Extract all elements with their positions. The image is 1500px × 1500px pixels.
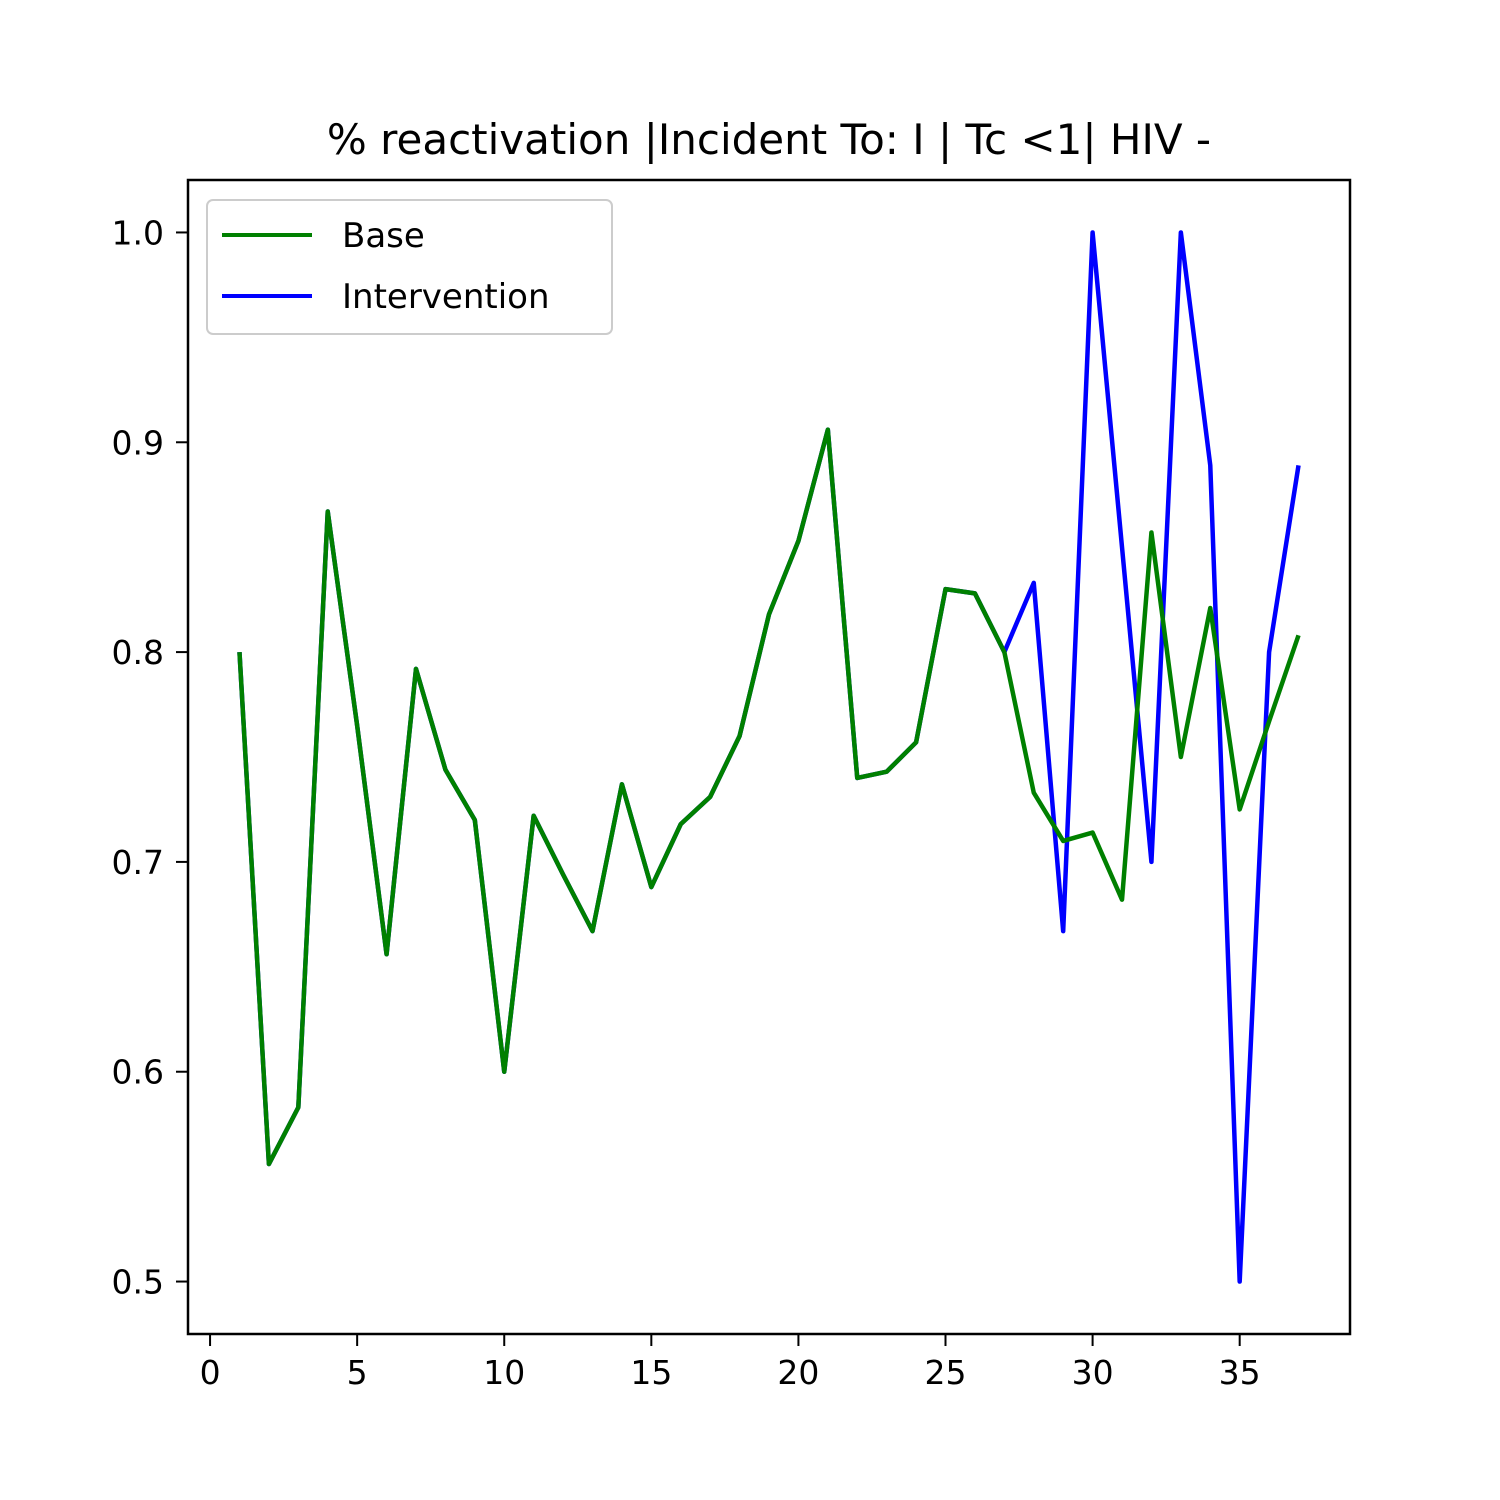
x-tick-label: 20	[777, 1353, 819, 1392]
x-tick-label: 15	[630, 1353, 672, 1392]
x-tick-label: 10	[483, 1353, 525, 1392]
y-tick-label: 0.7	[112, 843, 164, 882]
y-tick-label: 0.5	[112, 1263, 164, 1302]
y-axis: 0.5 0.6 0.7 0.8 0.9 1.0	[112, 213, 188, 1302]
y-tick-label: 0.9	[112, 423, 164, 462]
chart-title: % reactivation |Incident To: I | Tc <1| …	[327, 115, 1211, 164]
plot-frame	[186, 178, 1352, 1336]
legend-label-base: Base	[342, 216, 425, 256]
y-tick-label: 0.8	[112, 633, 164, 672]
x-tick-label: 0	[200, 1353, 221, 1392]
x-tick-label: 30	[1072, 1353, 1114, 1392]
x-tick-label: 25	[925, 1353, 967, 1392]
legend: Base Intervention	[206, 199, 613, 335]
x-tick-label: 5	[347, 1353, 368, 1392]
x-axis: 0 5 10 15 20 25 30 35	[200, 1334, 1261, 1392]
series-line-base	[237, 427, 1301, 1167]
y-tick-label: 0.6	[112, 1053, 164, 1092]
legend-label-intervention: Intervention	[342, 277, 550, 317]
series-layer	[237, 230, 1301, 1284]
x-tick-label: 35	[1219, 1353, 1261, 1392]
y-tick-label: 1.0	[112, 213, 164, 252]
